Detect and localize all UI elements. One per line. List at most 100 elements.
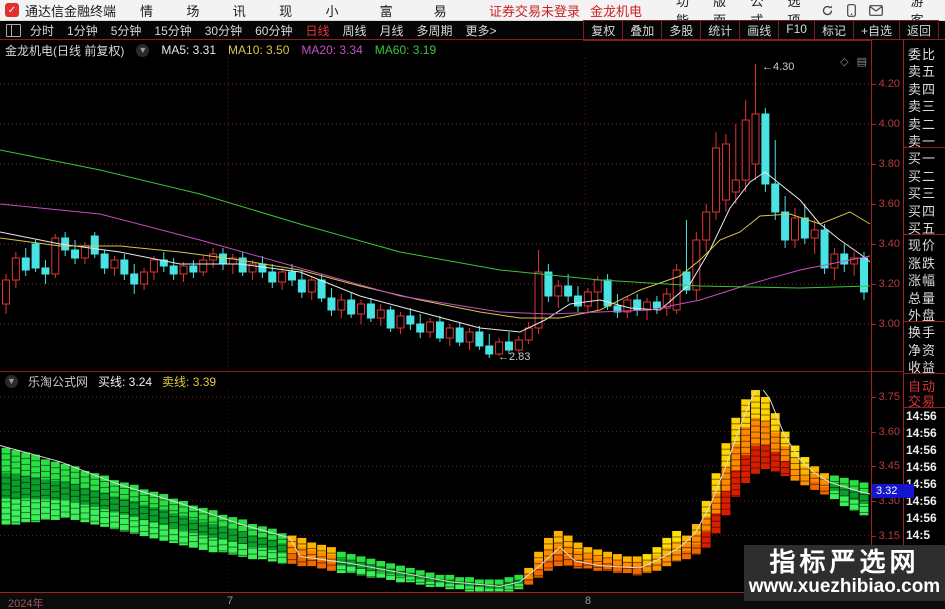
candles-layer: [2, 64, 868, 358]
axis-tick: [872, 244, 876, 245]
sub-chart-svg[interactable]: [0, 390, 871, 592]
auto-trade-label[interactable]: 交易: [908, 394, 937, 409]
sidebar-row-卖一[interactable]: 卖一: [908, 134, 937, 149]
quote-sidebar: 委比卖五 卖四卖三 卖二卖一买一 买二买三 买四买五现价 涨跌涨幅 总量外盘换手 净资收益自动…: [904, 40, 945, 609]
toolbar-button-0[interactable]: 复权: [584, 20, 624, 40]
sidebar-row-现价[interactable]: 现价: [908, 238, 937, 254]
menu-item-6[interactable]: 交易: [433, 3, 447, 19]
trade-time-2: 14:56: [906, 443, 937, 457]
sidebar-row-涨跌[interactable]: 涨跌: [908, 255, 937, 271]
axis-label-3.75: 3.75: [878, 391, 900, 403]
current-stock-name: 金龙机电: [589, 3, 642, 19]
menu-item-2[interactable]: 资讯: [232, 3, 246, 19]
sub-chart-header: ▼ 乐淘公式网 买线: 3.24 卖线: 3.39: [5, 374, 217, 389]
sidebar-row-买三[interactable]: 买三: [908, 186, 937, 202]
period-toolbar: 分时 1分钟 5分钟 15分钟 30分钟 60分钟 日线 周线 月线 多周期 更多> 复权 叠加 多股统…: [0, 19, 945, 41]
sidebar-row-卖四[interactable]: 卖四: [908, 81, 937, 97]
sidebar-row-净资[interactable]: 净资: [908, 342, 937, 358]
login-status[interactable]: 证券交易未登录 金龙机电: [489, 1, 642, 20]
period-tab-5[interactable]: 60分钟: [255, 23, 293, 38]
sidebar-row-买二[interactable]: 买二: [908, 168, 937, 184]
split-window-icon[interactable]: [6, 23, 21, 37]
period-tab-9[interactable]: 多周期: [416, 23, 453, 38]
period-tab-4[interactable]: 30分钟: [204, 23, 243, 38]
refresh-icon[interactable]: [821, 4, 834, 17]
sell-line-value: 卖线: 3.39: [162, 374, 217, 389]
axis-tick: [872, 431, 876, 433]
chart-corner-icons: ◇ ▤: [840, 55, 867, 68]
sidebar-row-买一[interactable]: 买一: [908, 151, 937, 167]
sidebar-row-换手[interactable]: 换手: [908, 325, 937, 341]
axis-tick: [872, 466, 876, 468]
login-status-text: 证券交易未登录: [488, 3, 580, 19]
main-chart-title: 金龙机电(日线 前复权): [5, 43, 125, 58]
axis-tick: [872, 535, 876, 537]
sidebar-row-外盘[interactable]: 外盘: [908, 308, 937, 323]
date-label-2024年: 2024年: [8, 598, 44, 609]
sidebar-row-委比[interactable]: 委比: [908, 47, 937, 62]
chevron-down-icon-sub[interactable]: ▼: [5, 374, 18, 388]
menu-item-0[interactable]: 行情: [140, 3, 154, 19]
period-tab-1[interactable]: 1分钟: [67, 23, 98, 38]
period-tab-8[interactable]: 月线: [379, 23, 404, 38]
toolbar-button-2[interactable]: 多股: [662, 20, 702, 40]
sub-chart-title: 乐淘公式网: [28, 374, 89, 389]
period-tab-0[interactable]: 分时: [30, 23, 55, 38]
toolbar-button-7[interactable]: +自选: [854, 20, 900, 40]
sidebar-row-卖五[interactable]: 卖五: [908, 64, 937, 80]
sidebar-row-涨幅[interactable]: 涨幅: [908, 273, 937, 289]
current-price-tag: 3.32: [872, 484, 914, 498]
axis-label-3.00: 3.00: [878, 318, 900, 330]
price-axis-column: 4.20 4.00 3.80 3.60 3.40 3.20 3.00 3.75 3.60 3.45…: [871, 40, 904, 592]
period-tab-2[interactable]: 5分钟: [110, 23, 142, 38]
date-axis-bar[interactable]: 2024年 7 8: [0, 592, 945, 609]
app-title: 通达信金融终端: [25, 3, 117, 19]
ma20-line: [0, 203, 871, 315]
topbar-icons: [821, 3, 883, 17]
sidebar-row-卖二[interactable]: 卖二: [908, 116, 937, 132]
sidebar-separator: [904, 147, 945, 148]
menu-item-3[interactable]: 发现: [279, 3, 293, 19]
page-icon[interactable]: ▤: [856, 56, 867, 68]
phone-icon[interactable]: [846, 3, 856, 17]
toolbar-button-4[interactable]: 画线: [740, 20, 780, 40]
main-chart-header: 金龙机电(日线 前复权) ▼ MA5: 3.31 MA10: 3.50 MA20: …: [5, 43, 436, 58]
sidebar-row-买四[interactable]: 买四: [908, 203, 937, 219]
axis-label-3.20: 3.20: [878, 278, 900, 290]
toolbar-button-8[interactable]: 返回: [900, 20, 939, 40]
period-tabs: 分时 1分钟 5分钟 15分钟 30分钟 60分钟 日线 周线 月线 多周期 更多>: [30, 22, 497, 39]
sidebar-row-卖三[interactable]: 卖三: [908, 99, 937, 115]
svg-text:←2.83: ←2.83: [498, 351, 530, 363]
axis-tick: [872, 324, 876, 325]
svg-text:←4.30: ←4.30: [762, 61, 794, 73]
watermark-title: 指标严选网: [769, 547, 920, 577]
main-chart-svg[interactable]: ←4.30 ←2.83: [0, 58, 871, 371]
sidebar-separator: [904, 373, 945, 374]
sidebar-row-收益[interactable]: 收益: [908, 360, 937, 376]
auto-trade-label[interactable]: 自动: [908, 379, 937, 394]
menu-item-1[interactable]: 市场: [186, 3, 200, 19]
sidebar-separator: [904, 407, 945, 408]
mail-icon[interactable]: [868, 4, 883, 16]
sidebar-row-总量[interactable]: 总量: [908, 290, 937, 306]
period-tab-6[interactable]: 日线: [305, 23, 330, 38]
axis-label-3.45: 3.45: [878, 460, 900, 473]
toolbar-button-5[interactable]: F10: [779, 20, 815, 40]
chevron-down-icon[interactable]: ▼: [136, 43, 150, 57]
ma60-line: [0, 149, 871, 289]
axis-tick: [872, 284, 876, 285]
axis-tick: [872, 84, 876, 85]
sidebar-row-买五[interactable]: 买五: [908, 221, 937, 236]
ma5-line: [0, 171, 871, 333]
period-tab-3[interactable]: 15分钟: [154, 23, 192, 38]
date-label-7: 7: [227, 595, 234, 607]
diamond-icon[interactable]: ◇: [840, 56, 849, 68]
date-label-8: 8: [585, 595, 592, 607]
toolbar-button-1[interactable]: 叠加: [623, 20, 663, 40]
ma-label-1: MA10: 3.50: [228, 43, 290, 57]
sidebar-separator: [904, 321, 945, 322]
period-tab-10[interactable]: 更多>: [465, 23, 497, 38]
toolbar-button-6[interactable]: 标记: [815, 20, 854, 40]
toolbar-button-3[interactable]: 统计: [701, 20, 741, 40]
period-tab-7[interactable]: 周线: [342, 23, 367, 38]
